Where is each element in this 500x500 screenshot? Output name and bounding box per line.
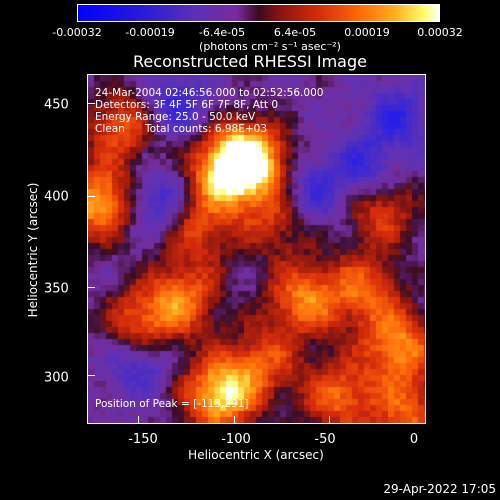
annotation-time: 24-Mar-2004 02:46:56.000 to 02:52:56.000 <box>95 87 324 99</box>
x-tick-label: -50 <box>314 432 336 447</box>
x-tick-label: 0 <box>409 432 419 447</box>
x-tickmark <box>138 416 139 424</box>
y-tickmark <box>87 287 95 288</box>
annotation-clean: Clean <box>95 123 125 135</box>
plot-area: 24-Mar-2004 02:46:56.000 to 02:52:56.000… <box>87 74 426 424</box>
annotation-detectors: Detectors: 3F 4F 5F 6F 7F 8F, Att 0 <box>95 99 279 111</box>
x-tickmark <box>329 416 330 424</box>
chart-title: Reconstructed RHESSI Image <box>133 52 367 71</box>
annotation-energy: Energy Range: 25.0 - 50.0 keV <box>95 111 256 123</box>
colorbar-tick: -0.00019 <box>125 26 175 39</box>
y-tickmark <box>87 196 95 197</box>
y-tickmark <box>87 375 95 376</box>
x-tick-label: -100 <box>221 432 251 447</box>
colorbar-tick: 0.00032 <box>417 26 463 39</box>
annotation-peak: Position of Peak = [-113,291] <box>95 398 249 410</box>
x-tick-label: -150 <box>128 432 158 447</box>
heatmap-image <box>88 75 425 423</box>
x-axis-label: Heliocentric X (arcsec) <box>188 448 324 462</box>
colorbar-tick: -0.00032 <box>52 26 102 39</box>
y-tick-label: 400 <box>44 189 69 205</box>
colorbar-tick: 0.00019 <box>344 26 390 39</box>
colorbar-unit: (photons cm⁻² s⁻¹ asec⁻²) <box>199 40 341 53</box>
y-tick-label: 450 <box>44 97 69 113</box>
x-tickmark <box>234 416 235 424</box>
timestamp: 29-Apr-2022 17:05 <box>383 482 496 496</box>
y-axis-label: Heliocentric Y (arcsec) <box>26 182 40 318</box>
annotation-counts: Total counts: 6.98E+03 <box>145 123 268 135</box>
colorbar-tick: -6.4e-05 <box>198 26 246 39</box>
colorbar <box>77 4 440 22</box>
y-tickmark <box>87 103 95 104</box>
colorbar-tick: 6.4e-05 <box>273 26 317 39</box>
y-tick-label: 300 <box>44 370 69 386</box>
y-tick-label: 350 <box>44 281 69 297</box>
